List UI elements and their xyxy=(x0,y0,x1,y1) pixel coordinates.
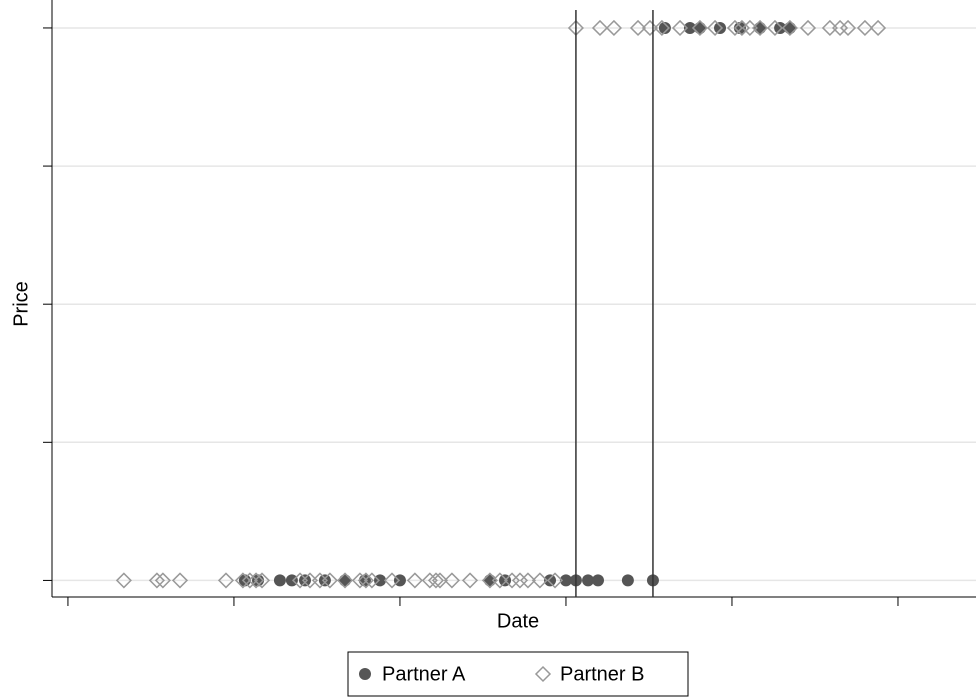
point xyxy=(154,572,171,589)
point xyxy=(357,572,374,589)
point xyxy=(831,19,849,37)
point xyxy=(783,21,796,34)
point xyxy=(298,574,311,587)
point xyxy=(374,574,387,587)
point xyxy=(781,19,798,37)
point xyxy=(336,572,354,589)
point xyxy=(751,19,769,37)
point xyxy=(592,574,604,587)
point xyxy=(733,19,750,37)
point xyxy=(383,572,401,589)
point xyxy=(519,572,537,589)
point xyxy=(754,21,767,34)
point xyxy=(115,572,132,589)
point xyxy=(217,572,235,589)
point xyxy=(431,572,449,589)
point xyxy=(339,574,352,587)
point xyxy=(531,572,548,589)
point xyxy=(691,19,708,37)
point xyxy=(318,574,331,587)
point xyxy=(363,572,380,589)
point xyxy=(273,574,286,587)
point xyxy=(641,19,659,37)
point xyxy=(241,572,258,589)
point xyxy=(653,19,670,37)
point xyxy=(591,19,609,37)
point xyxy=(285,574,298,587)
point xyxy=(406,572,423,589)
point xyxy=(766,19,784,37)
point xyxy=(234,572,251,589)
point xyxy=(693,21,706,34)
point xyxy=(247,572,265,589)
point xyxy=(321,572,338,589)
point xyxy=(621,574,634,587)
point xyxy=(511,572,529,589)
point xyxy=(253,572,271,589)
x-axis-label: Date xyxy=(497,610,539,632)
point xyxy=(503,572,521,589)
point xyxy=(559,574,572,587)
point xyxy=(443,572,460,589)
point xyxy=(671,19,689,37)
point xyxy=(483,574,496,587)
point xyxy=(582,574,595,587)
point xyxy=(605,19,622,37)
point xyxy=(461,572,479,589)
point xyxy=(706,19,724,37)
point xyxy=(351,572,369,589)
point xyxy=(714,21,727,34)
point xyxy=(774,21,787,34)
point xyxy=(869,19,887,37)
point xyxy=(658,21,671,34)
legend-label: Partner B xyxy=(560,663,644,685)
point xyxy=(839,19,857,37)
point xyxy=(546,572,564,589)
legend-marker xyxy=(534,665,552,683)
legend-label: Partner A xyxy=(382,663,466,685)
legend-box xyxy=(347,651,689,697)
point xyxy=(427,572,445,589)
point xyxy=(544,574,557,587)
point xyxy=(148,572,165,589)
point xyxy=(629,19,647,37)
point xyxy=(683,21,696,34)
point xyxy=(799,19,817,37)
point xyxy=(856,19,874,37)
y-axis-label: Price xyxy=(10,281,32,327)
point xyxy=(171,572,189,589)
legend-marker xyxy=(359,668,371,680)
point xyxy=(491,572,508,589)
point xyxy=(726,19,744,37)
